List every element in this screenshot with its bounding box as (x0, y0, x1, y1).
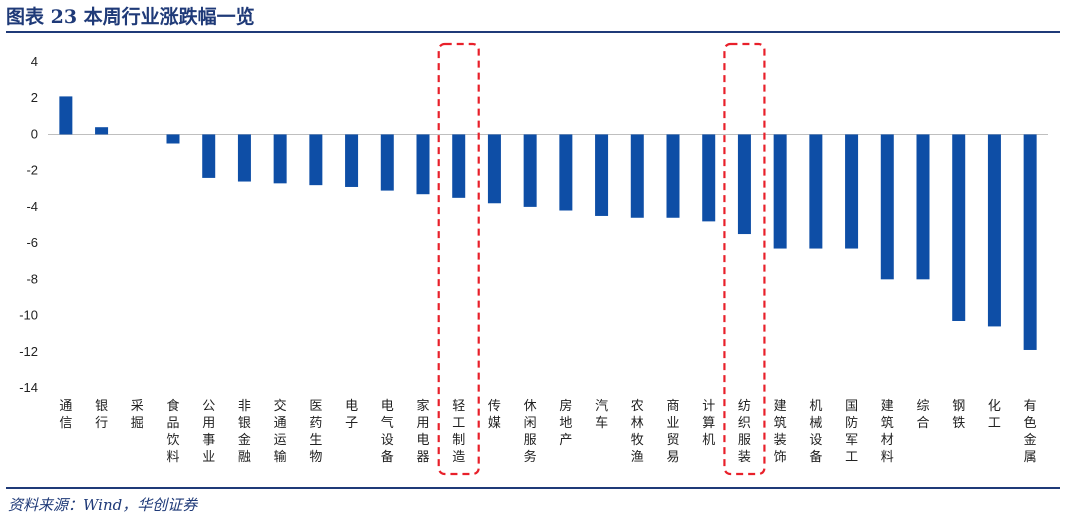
top-divider (6, 31, 1060, 33)
x-tick-label: 钢铁 (952, 399, 965, 431)
y-tick-label: 4 (31, 54, 38, 69)
y-tick-label: 2 (31, 90, 38, 105)
x-tick-label: 商业贸易 (666, 399, 679, 465)
bar (702, 134, 716, 222)
y-tick-label: -2 (26, 163, 38, 178)
bar (952, 134, 966, 321)
bar (916, 134, 930, 280)
bar (666, 134, 680, 218)
bar (95, 127, 109, 135)
y-tick-label: -8 (26, 271, 38, 286)
x-tick-label: 医药生物 (309, 399, 322, 465)
bar (380, 134, 394, 191)
x-tick-label: 综合 (916, 399, 929, 431)
source-note: 资料来源：Wind，华创证券 (8, 496, 198, 514)
y-tick-label: -6 (26, 235, 38, 250)
bar (59, 96, 73, 135)
bar (273, 134, 287, 184)
x-tick-label: 计算机 (702, 399, 715, 448)
chart-title-text: 图表 23 本周行业涨跌幅一览 (6, 6, 255, 28)
highlight-box (437, 42, 480, 476)
x-tick-label: 采掘 (131, 399, 144, 431)
bar (487, 134, 501, 204)
x-tick-label: 化工 (988, 399, 1001, 431)
x-tick-label: 电气设备 (381, 399, 394, 465)
y-tick-label: 0 (31, 126, 38, 141)
x-tick-label: 国防军工 (845, 399, 858, 465)
y-tick-label: -14 (19, 380, 38, 395)
x-tick-label: 食品饮料 (166, 398, 179, 465)
bar (559, 134, 573, 211)
bar (630, 134, 644, 218)
x-tick-label: 通信 (59, 399, 72, 431)
bar (809, 134, 823, 249)
x-tick-label: 银行 (95, 399, 108, 431)
bar (309, 134, 323, 186)
bar (166, 134, 180, 144)
x-tick-label: 有色金属 (1024, 399, 1037, 465)
x-tick-label: 家用电器 (416, 398, 429, 465)
bar (737, 134, 751, 235)
x-tick-label: 轻工制造 (452, 399, 465, 465)
y-tick-label: -10 (19, 308, 38, 323)
bar (1023, 134, 1037, 350)
x-tick-label: 纺织服装 (738, 399, 751, 465)
bar (345, 134, 359, 187)
bar (595, 134, 609, 216)
highlight-box (723, 42, 766, 476)
x-tick-label: 电子 (345, 399, 358, 431)
x-tick-label: 非银金融 (238, 399, 251, 465)
x-tick-label: 传媒 (488, 399, 501, 431)
bar (416, 134, 430, 195)
bar (523, 134, 537, 207)
bottom-divider (6, 487, 1060, 489)
x-tick-label: 交通运输 (274, 398, 287, 465)
x-tick-label: 机械设备 (809, 399, 822, 465)
bar (880, 134, 894, 280)
y-tick-label: -4 (26, 199, 38, 214)
x-tick-label: 公用事业 (202, 399, 215, 465)
chart-title: 图表 23 本周行业涨跌幅一览 (6, 4, 255, 30)
x-tick-label: 汽车 (595, 399, 608, 431)
bar (987, 134, 1001, 327)
bar (237, 134, 251, 182)
x-tick-label: 房地产 (559, 398, 572, 448)
bar (773, 134, 787, 249)
bar (452, 134, 466, 198)
x-tick-label: 建筑装饰 (774, 399, 787, 465)
x-tick-label: 建筑材料 (881, 399, 894, 465)
x-tick-label: 休闲服务 (524, 399, 537, 465)
x-tick-label: 农林牧渔 (631, 399, 644, 465)
y-tick-label: -12 (19, 344, 38, 359)
bar (202, 134, 216, 178)
bar (845, 134, 859, 249)
